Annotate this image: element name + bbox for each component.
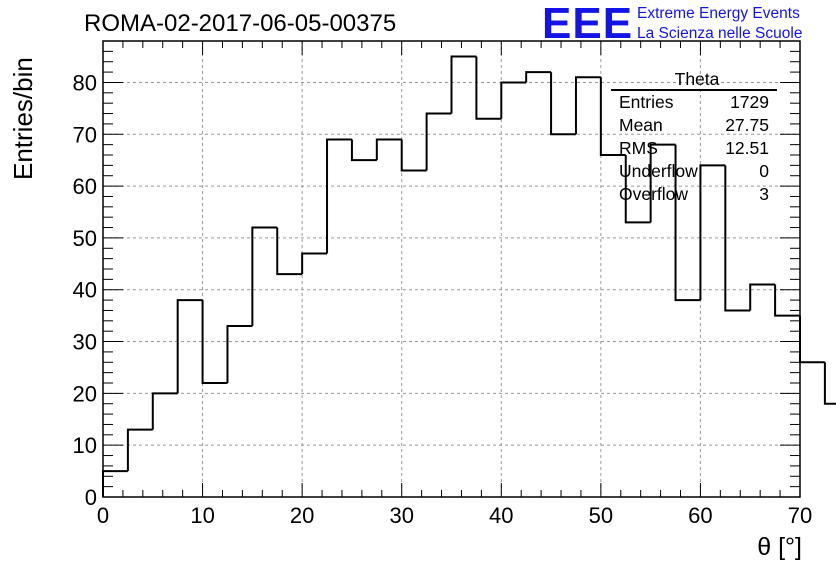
stats-value: 27.75 — [725, 115, 769, 135]
logo-caption-line2: La Scienza nelle Scuole — [637, 25, 803, 42]
stats-label: Mean — [619, 115, 663, 135]
histogram-bin — [400, 139, 427, 172]
eee-logo: EEE — [542, 0, 634, 48]
stats-value: 1729 — [730, 92, 769, 112]
stats-row: Entries 1729 — [611, 91, 777, 114]
histogram-bin — [326, 138, 352, 254]
y-tick-label: 30 — [73, 330, 97, 355]
histogram-bin — [102, 470, 128, 497]
histogram-bin — [599, 77, 626, 156]
y-tick-label: 40 — [73, 278, 97, 303]
histogram-bin — [226, 325, 253, 383]
x-tick-label: 20 — [290, 503, 314, 528]
logo-caption-line1: Extreme Energy Events — [637, 5, 800, 22]
histogram-bin — [176, 299, 203, 394]
x-axis-label: θ [°] — [757, 533, 802, 561]
histogram-bin — [375, 138, 402, 161]
y-tick-label: 60 — [73, 174, 97, 199]
histogram-bin — [425, 112, 452, 171]
histogram-bin — [724, 165, 751, 312]
y-tick-label: 0 — [85, 485, 97, 510]
stats-row: Overflow 3 — [611, 183, 777, 206]
stats-row: Mean 27.75 — [611, 114, 777, 137]
stats-label: Entries — [619, 92, 674, 112]
histogram-bin — [251, 226, 278, 326]
stats-value: 12.51 — [725, 138, 769, 158]
logo-caption: Extreme Energy Events La Scienza nelle S… — [637, 4, 802, 44]
x-tick-label: 30 — [389, 503, 413, 528]
stats-row: Underflow 0 — [611, 160, 777, 183]
histogram-bin — [500, 81, 527, 119]
histogram-bin — [574, 76, 601, 135]
histogram-bin — [301, 252, 328, 275]
histogram-bin — [201, 300, 228, 384]
x-tick-label: 0 — [97, 503, 109, 528]
x-tick-label: 40 — [489, 503, 513, 528]
y-tick-label: 10 — [73, 433, 97, 458]
histogram-bin — [126, 428, 153, 472]
histogram-bin — [525, 71, 552, 83]
x-tick-label: 10 — [190, 503, 214, 528]
y-tick-label: 70 — [73, 122, 97, 147]
y-tick-label: 80 — [73, 70, 97, 95]
plot-title: ROMA-02-2017-06-05-00375 — [84, 10, 397, 37]
histogram-bin — [774, 284, 800, 317]
stats-box: Theta Entries 1729 Mean 27.75 RMS 12.51 Und… — [611, 70, 777, 206]
stats-title: Theta — [611, 70, 777, 91]
histogram-bin — [674, 144, 701, 302]
histogram-bin — [799, 315, 825, 364]
stats-value: 3 — [759, 184, 769, 204]
histogram-bin — [749, 283, 776, 311]
y-tick-label: 50 — [73, 226, 97, 251]
histogram-bin — [624, 155, 651, 224]
histogram-bin — [550, 72, 576, 136]
stats-label: RMS — [619, 138, 658, 158]
y-axis-label: Entries/bin — [8, 57, 38, 180]
stats-label: Overflow — [619, 184, 689, 204]
histogram-bin — [350, 139, 377, 162]
histogram-bin — [823, 362, 836, 405]
histogram-bin — [450, 55, 477, 114]
histogram-bin — [475, 56, 502, 120]
histogram-bin — [649, 143, 676, 223]
stats-row: RMS 12.51 — [611, 137, 777, 160]
x-tick-label: 50 — [589, 503, 613, 528]
x-tick-label: 60 — [688, 503, 712, 528]
stats-label: Underflow — [619, 161, 698, 181]
histogram-bin — [276, 227, 303, 276]
y-tick-label: 20 — [73, 381, 97, 406]
stats-value: 0 — [759, 161, 769, 181]
x-tick-label: 70 — [788, 503, 812, 528]
histogram-bin — [699, 164, 726, 301]
histogram-bin — [151, 392, 178, 430]
